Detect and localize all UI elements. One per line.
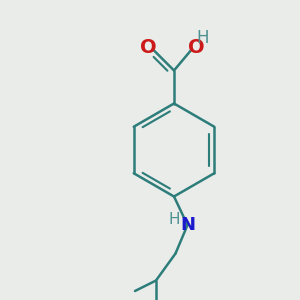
Text: O: O bbox=[140, 38, 156, 57]
Text: O: O bbox=[188, 38, 204, 57]
Text: H: H bbox=[168, 212, 180, 227]
Text: H: H bbox=[196, 29, 209, 47]
Text: N: N bbox=[180, 216, 195, 234]
